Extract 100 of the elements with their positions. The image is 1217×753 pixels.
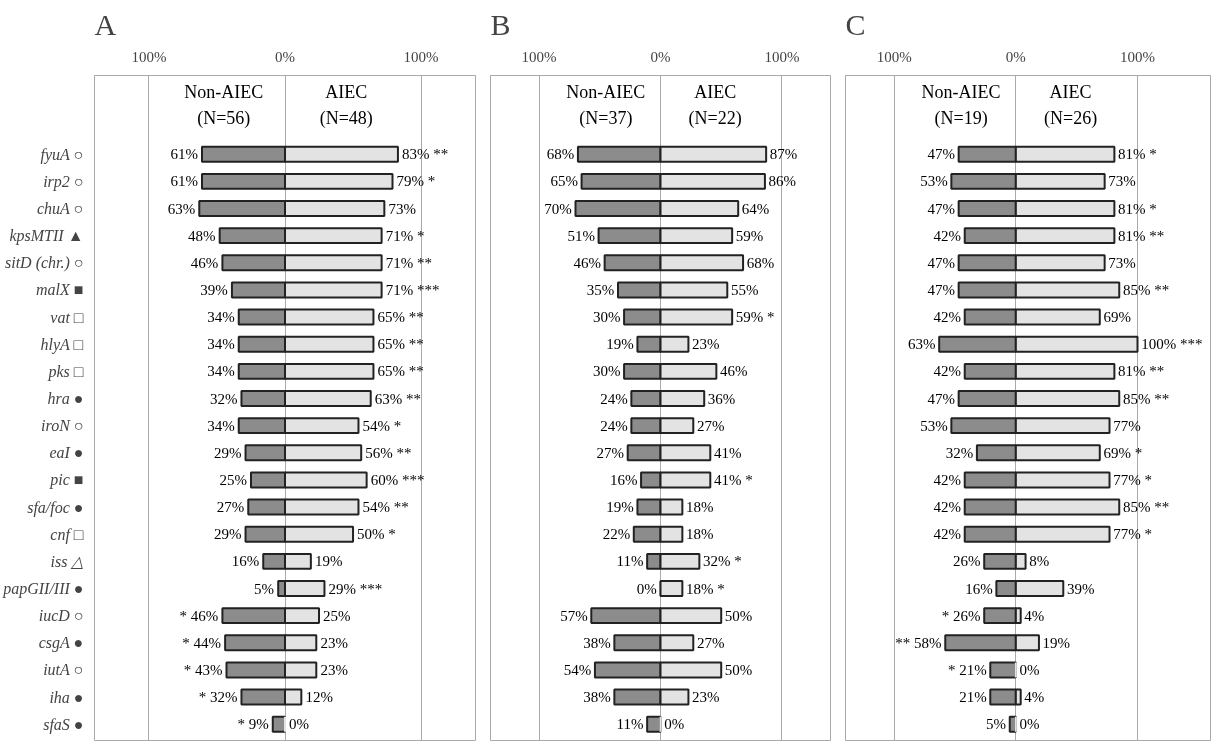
data-label: 59%: [735, 227, 764, 244]
data-label: 71% ***: [385, 281, 440, 298]
data-label: * 21%: [947, 661, 987, 678]
data-label: 4%: [1024, 689, 1045, 706]
data-label: 0%: [289, 716, 310, 733]
series-label: AIEC (N=26): [1044, 81, 1098, 129]
data-label: 23%: [692, 336, 720, 353]
data-label: 27%: [216, 499, 245, 516]
data-label: 81% *: [1118, 146, 1157, 163]
data-label: 16%: [609, 471, 638, 488]
y-tick-label: papGII/III ●: [2, 580, 84, 598]
y-tick-label: iutA ○: [43, 661, 84, 679]
data-label: 65% **: [377, 363, 424, 380]
data-label: 0%: [1019, 716, 1040, 733]
y-tick-label: iucD ○: [38, 607, 84, 625]
data-label: 38%: [583, 634, 611, 651]
data-label: 29% ***: [328, 580, 383, 597]
data-label: 69% *: [1103, 444, 1143, 461]
data-label: 30%: [592, 363, 621, 380]
data-label: 23%: [692, 689, 720, 706]
data-label: 27%: [696, 634, 725, 651]
data-label: 34%: [207, 309, 235, 326]
data-label: 19%: [1042, 634, 1071, 651]
data-label: 12%: [305, 689, 333, 706]
data-label: 65% **: [377, 309, 424, 326]
data-label: 47%: [927, 146, 955, 163]
data-label: 77% *: [1113, 471, 1152, 488]
y-tick-label: vat □: [50, 308, 84, 326]
data-label: 0%: [664, 716, 685, 733]
chart-title: B: [490, 7, 511, 41]
data-label: 16%: [231, 553, 260, 570]
data-label: 39%: [1066, 580, 1095, 597]
x-tick-label: 100%: [403, 48, 439, 65]
data-label: * 46%: [179, 607, 219, 624]
data-label: 18% *: [686, 580, 725, 597]
data-label: 60% ***: [370, 471, 425, 488]
data-label: 59% *: [735, 309, 775, 326]
data-label: 42%: [933, 499, 962, 516]
y-tick-label: kpsMTII ▲: [9, 227, 84, 246]
data-label: 19%: [314, 553, 343, 570]
y-tick-label: pic ■: [49, 471, 84, 490]
data-label: 85% **: [1122, 499, 1170, 516]
data-label: 73%: [388, 200, 416, 217]
data-label: 57%: [560, 607, 588, 624]
data-label: ** 58%: [895, 634, 942, 651]
data-label: 63% **: [374, 390, 422, 407]
data-label: 34%: [207, 363, 235, 380]
data-label: 81% *: [1118, 200, 1157, 217]
data-label: 69%: [1103, 309, 1131, 326]
data-label: 73%: [1108, 254, 1136, 271]
data-label: 64%: [741, 200, 770, 217]
data-label: 65% **: [377, 336, 424, 353]
series-label: Non-AIEC (N=37): [566, 81, 646, 129]
data-label: 83% **: [402, 146, 449, 163]
data-label: 87%: [769, 146, 798, 163]
data-label: * 26%: [941, 607, 981, 624]
y-tick-label: cnf □: [50, 525, 84, 544]
y-tick-label: iha ●: [49, 688, 84, 706]
y-tick-label: fyuA ○: [40, 145, 84, 164]
data-label: 81% **: [1118, 363, 1165, 380]
data-label: 65%: [550, 173, 578, 190]
data-label: 25%: [323, 607, 351, 624]
data-label: 77% *: [1113, 526, 1152, 543]
data-label: 19%: [606, 336, 634, 353]
data-label: 19%: [606, 499, 634, 516]
data-label: 18%: [686, 499, 714, 516]
data-label: 47%: [927, 254, 955, 271]
data-label: 46%: [573, 254, 601, 271]
data-label: 47%: [927, 390, 955, 407]
data-label: 42%: [933, 363, 962, 380]
data-label: 32%: [945, 444, 974, 461]
data-label: 50%: [724, 607, 753, 624]
data-label: 71% *: [385, 227, 425, 244]
series-label: Non-AIEC (N=19): [921, 81, 1001, 129]
y-tick-label: iss △: [50, 552, 84, 570]
data-label: 11%: [616, 716, 644, 733]
data-label: 54% *: [362, 417, 402, 434]
data-label: 16%: [965, 580, 993, 597]
data-label: 22%: [602, 526, 631, 543]
y-tick-label: csgA ●: [38, 634, 84, 653]
data-label: 46%: [190, 254, 219, 271]
data-label: 21%: [959, 689, 987, 706]
data-label: 42%: [933, 526, 962, 543]
data-label: 50% *: [357, 526, 396, 543]
y-tick-label: hlyA □: [40, 335, 84, 354]
data-label: 53%: [920, 173, 948, 190]
data-label: 42%: [933, 227, 962, 244]
data-label: 100% ***: [1141, 336, 1203, 353]
x-tick-label: 100%: [764, 48, 800, 65]
x-tick-label: 0%: [1005, 48, 1026, 65]
data-label: 42%: [933, 309, 962, 326]
x-tick-label: 0%: [275, 48, 295, 65]
data-label: 68%: [546, 146, 575, 163]
data-label: 63%: [167, 200, 196, 217]
data-label: 68%: [746, 254, 775, 271]
y-tick-label: eaI ●: [49, 444, 84, 462]
x-tick-label: 100%: [876, 48, 912, 65]
y-tick-label: chuA ○: [36, 200, 84, 217]
data-label: 5%: [254, 580, 275, 597]
data-label: 50%: [724, 661, 753, 678]
